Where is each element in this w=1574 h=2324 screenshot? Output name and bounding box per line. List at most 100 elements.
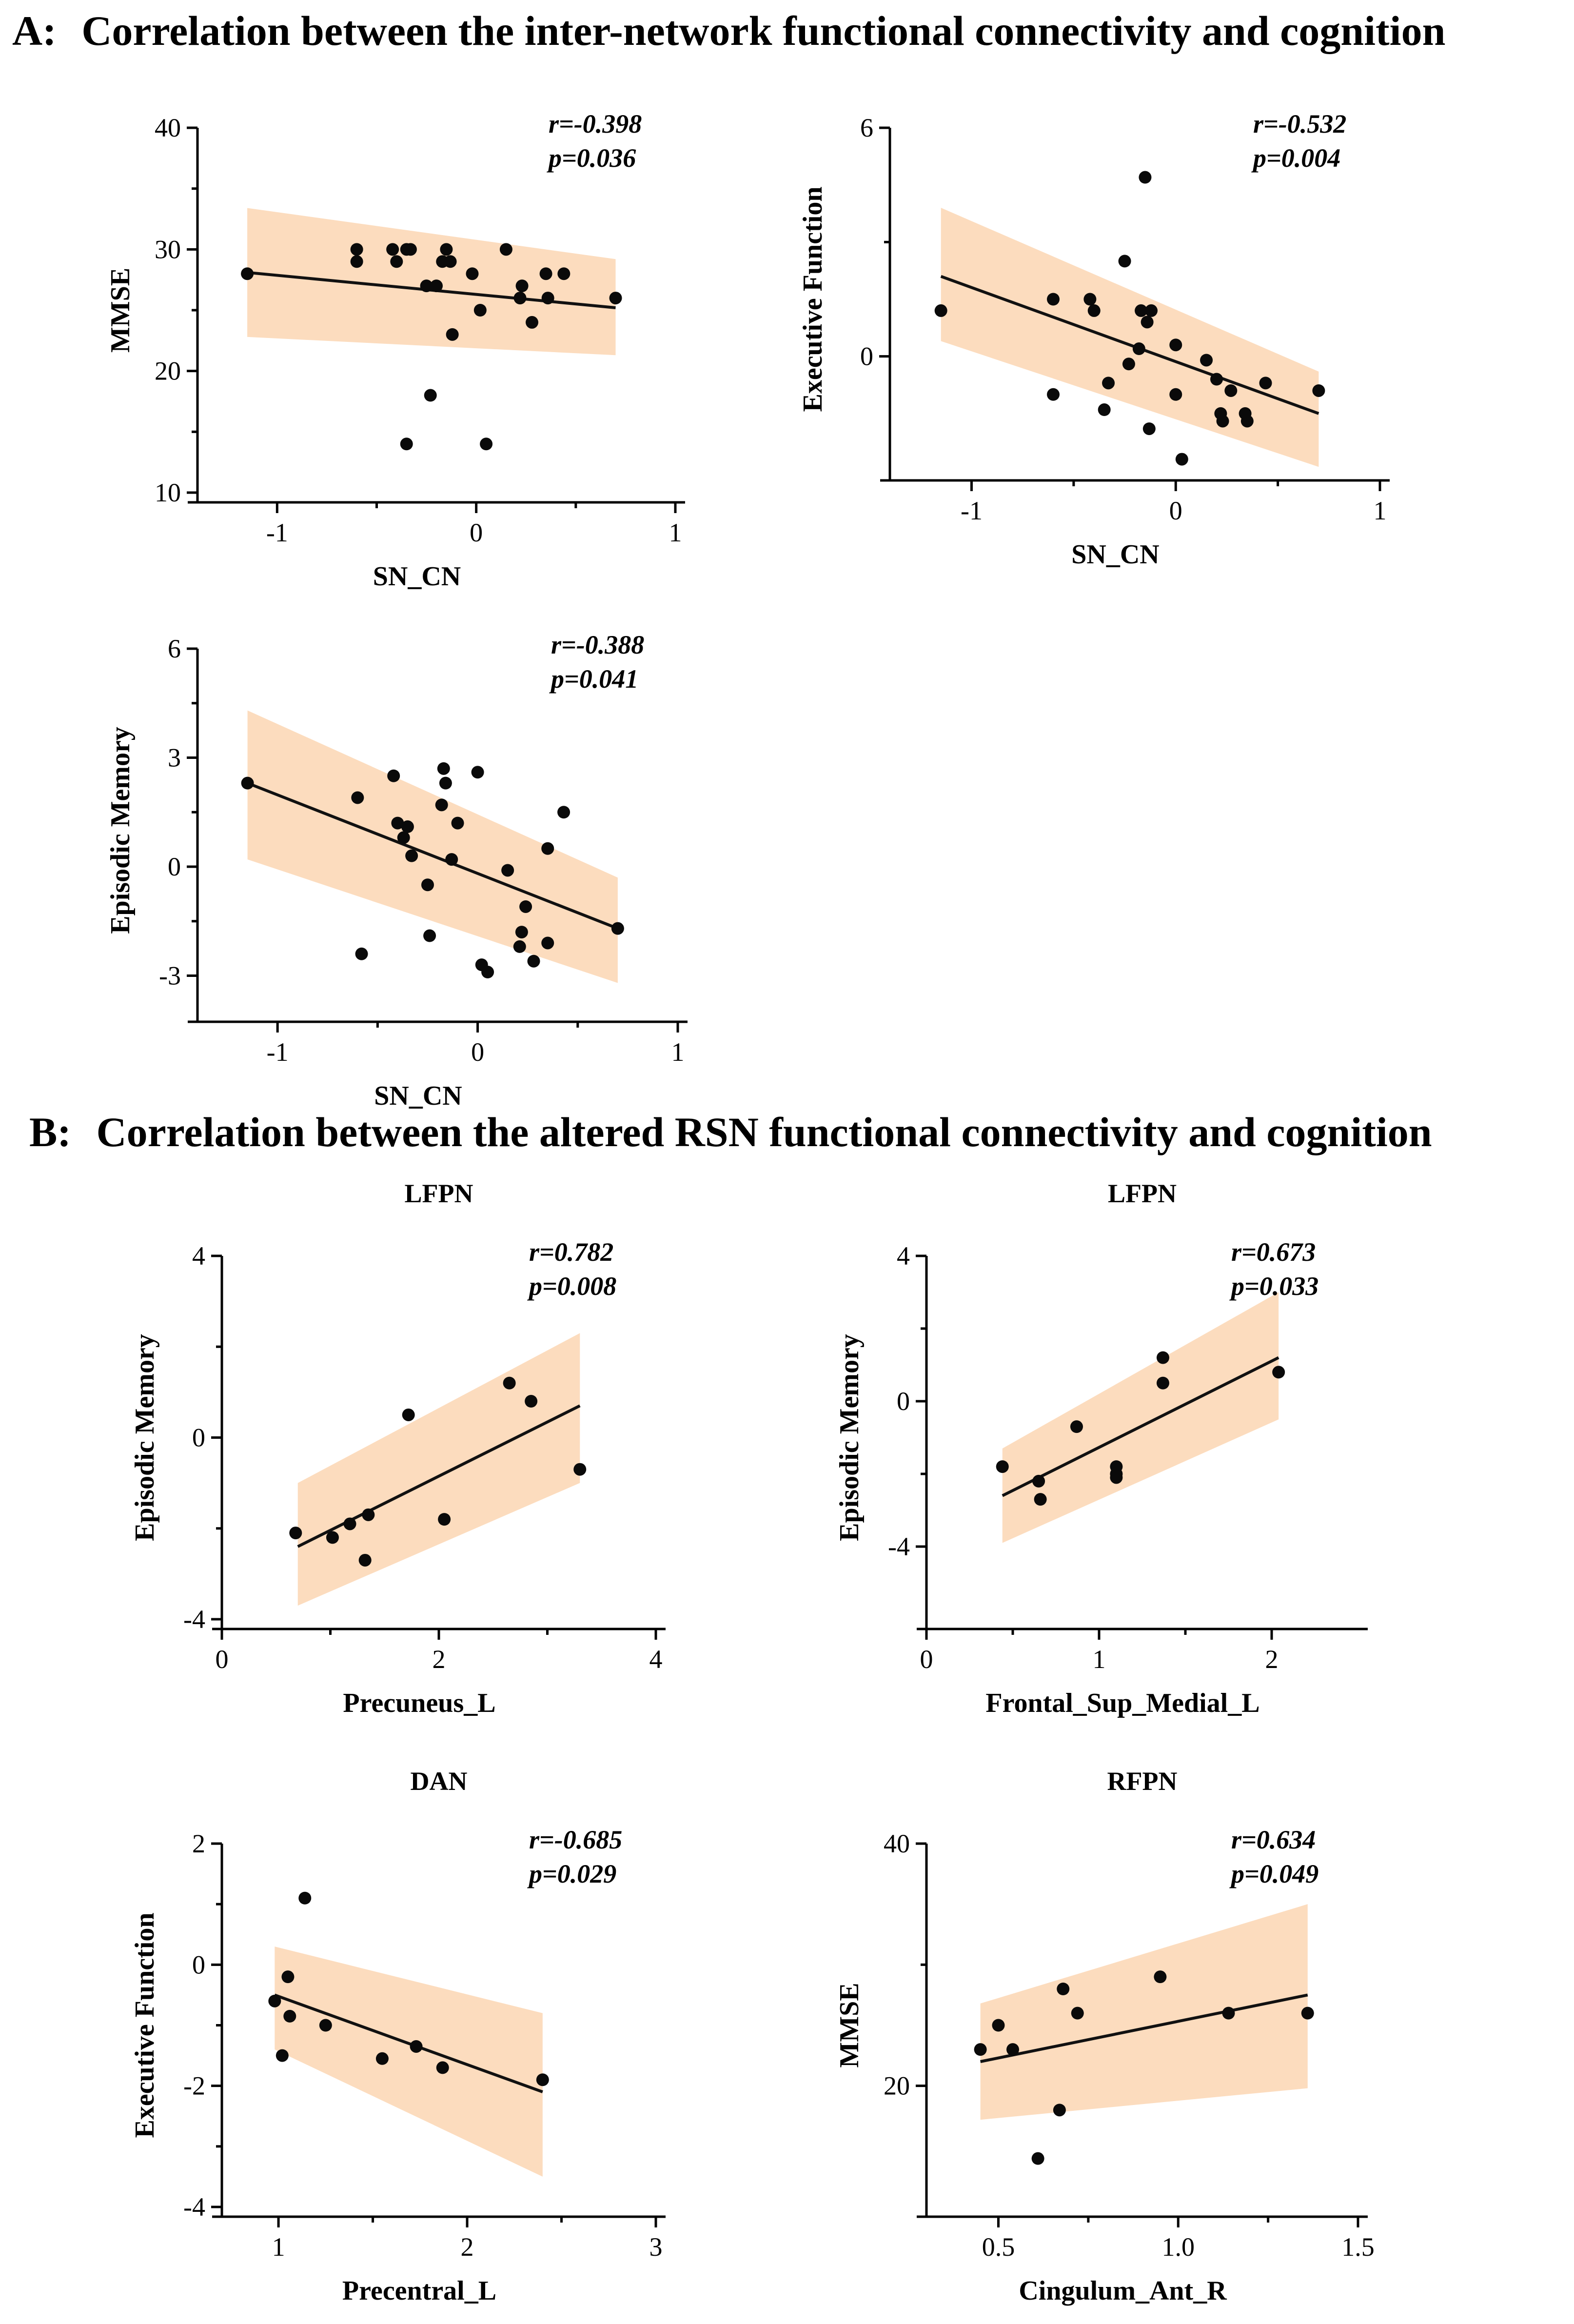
scatter-panel-4: -4 0 4 0 2 4 Precuneus_L Episodic Memory LFPN r=0… bbox=[130, 1179, 666, 1718]
confidence-band bbox=[1002, 1292, 1279, 1543]
data-point bbox=[526, 316, 538, 329]
data-point bbox=[499, 243, 512, 256]
data-point bbox=[481, 966, 494, 979]
x-tick-label: 0 bbox=[1169, 496, 1182, 525]
x-tick-label: 0 bbox=[471, 1037, 484, 1067]
data-point bbox=[1200, 354, 1213, 367]
data-point bbox=[557, 806, 571, 819]
y-tick-label: 6 bbox=[168, 634, 181, 663]
data-point bbox=[451, 816, 464, 830]
data-point bbox=[1034, 1493, 1047, 1506]
data-point bbox=[281, 1970, 295, 1984]
y-axis-title: Episodic Memory bbox=[130, 1334, 160, 1541]
x-tick-label: 2 bbox=[461, 2232, 474, 2262]
scatter-panel-1: 10 20 30 40 -1 0 1 SN_CN MMSE r=-0.398 p=0.036 bbox=[105, 109, 685, 592]
p-value-label: p=0.029 bbox=[527, 1859, 616, 1888]
x-tick-label: 0 bbox=[470, 518, 483, 547]
section-a-title: Correlation between the inter-network fu… bbox=[81, 7, 1445, 54]
x-tick-label: 1.0 bbox=[1162, 2232, 1195, 2262]
data-point bbox=[515, 279, 529, 293]
x-tick-label: 1 bbox=[1374, 496, 1387, 525]
data-point bbox=[1139, 171, 1152, 184]
data-point bbox=[362, 1508, 375, 1521]
y-tick-label: -4 bbox=[183, 2192, 205, 2222]
regression-line bbox=[980, 1993, 1308, 2063]
data-point bbox=[1169, 388, 1182, 401]
data-point bbox=[471, 766, 484, 779]
data-point bbox=[1240, 415, 1254, 428]
data-point bbox=[992, 2019, 1005, 2032]
data-point bbox=[435, 798, 448, 812]
data-point bbox=[401, 820, 414, 834]
r-value-label: r=0.673 bbox=[1231, 1237, 1316, 1267]
x-axis-title: Precuneus_L bbox=[343, 1688, 495, 1718]
r-value-label: r=-0.685 bbox=[529, 1825, 622, 1854]
data-point bbox=[343, 1517, 356, 1530]
panel-title: DAN bbox=[411, 1767, 468, 1796]
data-point bbox=[386, 243, 399, 256]
data-point bbox=[1057, 1983, 1070, 1995]
data-point bbox=[480, 437, 493, 451]
data-point bbox=[424, 389, 437, 402]
y-axis-title: Episodic Memory bbox=[105, 727, 136, 934]
regression-line bbox=[274, 1993, 543, 2093]
data-point bbox=[1210, 373, 1223, 386]
data-point bbox=[421, 878, 434, 892]
x-tick-label: 0 bbox=[920, 1645, 933, 1674]
x-axis-title: Precentral_L bbox=[342, 2276, 496, 2306]
data-point bbox=[400, 437, 413, 451]
p-value-label: p=0.008 bbox=[527, 1271, 616, 1301]
y-axis-title: MMSE bbox=[105, 268, 136, 353]
y-tick-label: 3 bbox=[168, 743, 181, 773]
data-point bbox=[503, 1376, 516, 1390]
data-point bbox=[420, 279, 433, 293]
data-point bbox=[387, 769, 400, 782]
data-point bbox=[1141, 316, 1154, 329]
data-point bbox=[1259, 377, 1272, 390]
data-point bbox=[527, 954, 540, 968]
scatter-panel-6: -4 -2 0 2 1 2 3 Precentral_L Executive Function D… bbox=[130, 1767, 666, 2306]
x-tick-label: -1 bbox=[267, 1037, 289, 1067]
confidence-band bbox=[941, 208, 1319, 467]
y-axis-title: Executive Function bbox=[130, 1913, 160, 2138]
y-axis-title: MMSE bbox=[834, 1983, 865, 2067]
x-axis-title: SN_CN bbox=[374, 1081, 462, 1111]
data-point bbox=[436, 2061, 449, 2074]
data-point bbox=[541, 292, 554, 305]
y-tick-label: 4 bbox=[192, 1241, 205, 1271]
data-point bbox=[402, 1408, 415, 1421]
x-tick-label: 1 bbox=[671, 1037, 685, 1067]
data-point bbox=[996, 1460, 1009, 1473]
r-value-label: r=0.782 bbox=[529, 1237, 613, 1267]
x-tick-label: 0.5 bbox=[982, 2232, 1015, 2262]
data-point bbox=[1047, 293, 1060, 306]
r-value-label: r=-0.388 bbox=[551, 630, 644, 659]
data-point bbox=[1301, 2006, 1314, 2020]
data-point bbox=[355, 947, 368, 960]
y-tick-label: -4 bbox=[888, 1532, 910, 1561]
x-tick-label: -1 bbox=[266, 518, 288, 547]
data-point bbox=[326, 1531, 339, 1544]
data-point bbox=[536, 2073, 549, 2086]
section-b-label: B: bbox=[29, 1109, 71, 1155]
data-point bbox=[241, 267, 254, 280]
y-tick-label: 2 bbox=[192, 1829, 205, 1858]
data-point bbox=[539, 267, 552, 280]
data-point bbox=[1047, 388, 1060, 401]
data-point bbox=[1006, 2043, 1019, 2056]
data-point bbox=[298, 1891, 312, 1905]
confidence-band bbox=[980, 1904, 1308, 2120]
data-point bbox=[438, 1513, 451, 1526]
panel-title: RFPN bbox=[1107, 1767, 1178, 1796]
data-point bbox=[350, 255, 363, 268]
data-point bbox=[1222, 2006, 1235, 2020]
y-tick-label: 40 bbox=[155, 113, 181, 142]
data-point bbox=[1156, 1351, 1169, 1364]
section-b-title: Correlation between the altered RSN func… bbox=[97, 1109, 1432, 1155]
data-point bbox=[1135, 304, 1148, 317]
r-value-label: r=-0.398 bbox=[549, 109, 642, 139]
y-axis-title: Episodic Memory bbox=[834, 1334, 865, 1541]
y-tick-label: -3 bbox=[159, 961, 181, 991]
x-tick-label: 2 bbox=[1265, 1645, 1279, 1674]
y-tick-label: 0 bbox=[168, 852, 181, 881]
